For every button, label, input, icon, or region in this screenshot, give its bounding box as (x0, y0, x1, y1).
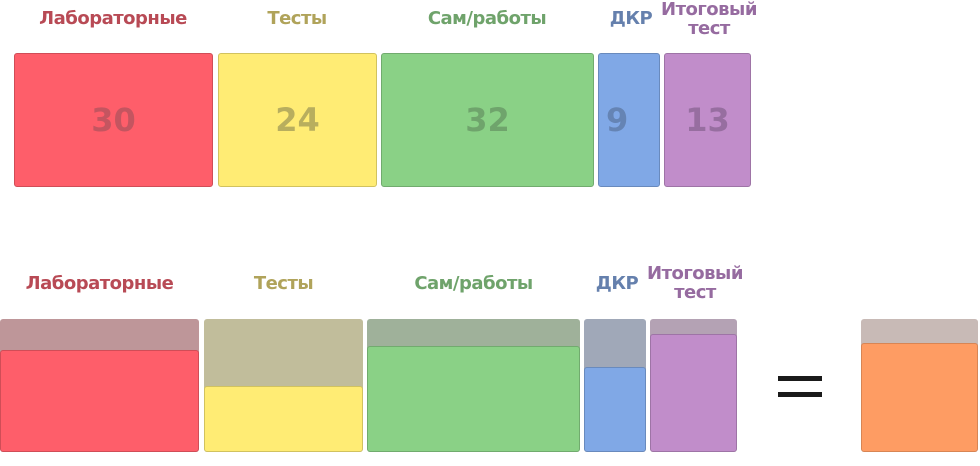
result-bar (861, 319, 978, 452)
top-label-dkr: ДКР (609, 8, 653, 29)
bottom-label-tests: Тесты (253, 273, 314, 294)
bottom-bar-tests (204, 319, 363, 452)
equals-bar-bottom (778, 392, 822, 397)
equals-sign: = (778, 376, 822, 400)
bottom-fill-final-test (650, 333, 737, 452)
equals-bar-top (778, 376, 822, 381)
top-box-dkr: 9 (598, 53, 660, 187)
bottom-bar-dkr (584, 319, 646, 452)
bottom-bar-labs (0, 319, 199, 452)
bottom-label-final-test: Итоговый тест (647, 263, 743, 303)
top-label-labs: Лабораторные (39, 8, 187, 29)
top-box-self-work: 32 (381, 53, 594, 187)
bottom-label-dkr: ДКР (595, 273, 639, 294)
bottom-bar-self-work (367, 319, 580, 452)
bottom-bar-final-test (650, 319, 737, 452)
bottom-fill-labs (0, 349, 199, 452)
bottom-fill-self-work (367, 345, 580, 452)
result-fill (861, 342, 978, 452)
bottom-label-self-work: Сам/работы (414, 273, 533, 294)
top-label-self-work: Сам/работы (427, 8, 547, 29)
top-label-tests: Тесты (267, 8, 327, 29)
bottom-fill-dkr (584, 366, 646, 452)
bottom-label-labs: Лабораторные (25, 273, 174, 294)
top-label-final-test: Итоговый тест (661, 0, 757, 39)
top-box-labs: 30 (14, 53, 213, 187)
top-box-tests: 24 (218, 53, 377, 187)
top-box-final-test: 13 (664, 53, 751, 187)
bottom-fill-tests (204, 385, 363, 452)
